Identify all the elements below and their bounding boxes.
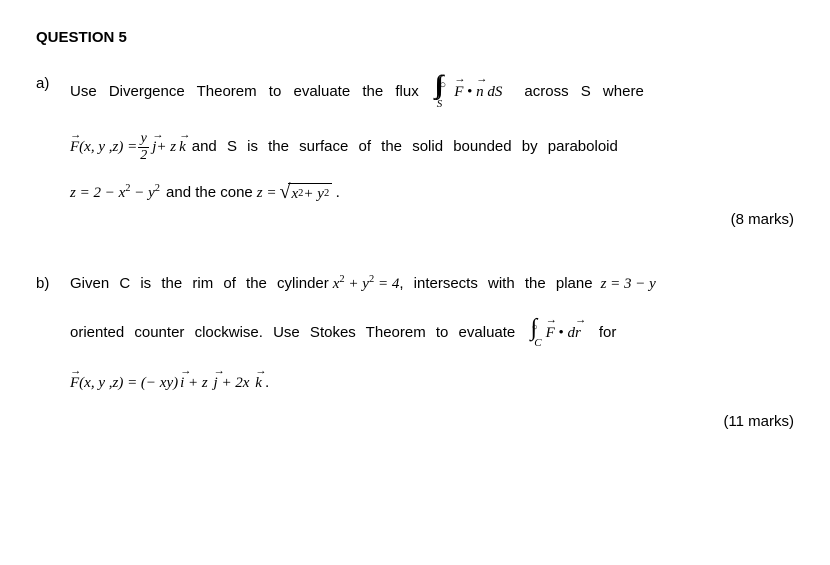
part-a: a) Use Divergence Theorem to evaluate th… [36,74,794,264]
cylinder-eq: x2 + y2 = 4 [333,274,400,294]
cone-eq: z = √ x2 + y2 . [257,183,340,204]
plane-eq: z = 3 − y [601,274,656,294]
pb-text2b: for [599,323,617,343]
part-a-label: a) [36,74,70,264]
pa-text1: Use Divergence Theorem to evaluate the f… [70,82,419,102]
pa-marks: (8 marks) [70,210,794,230]
paraboloid-eq: z = 2 − x2 − y2 [70,183,160,203]
pb-text1b: , intersects with the plane [399,274,592,294]
part-b-body: Given C is the rim of the cylinder x2 + … [70,274,794,432]
F-definition: F(x, y ,z) = y2 j + z k [70,132,186,163]
pb-text1: Given C is the rim of the cylinder [70,274,329,294]
stokes-integral: ∫ C F • dr [525,316,581,349]
Fb-definition: F(x, y ,z) = (− xy)i + z j + 2x k . [70,373,269,393]
flux-integral: ∫∫ S F • n dS [429,74,503,109]
part-a-body: Use Divergence Theorem to evaluate the f… [70,74,794,264]
pb-marks: (11 marks) [70,412,794,432]
pb-text2: oriented counter clockwise. Use Stokes T… [70,323,515,343]
pa-text2a: and S is the surface of the solid bounde… [192,137,618,157]
question-title: QUESTION 5 [36,28,794,48]
pa-text1b: across S where [524,82,643,102]
pa-text3a: and the cone [166,183,253,203]
closed-line-integral-icon: ∫ C [526,316,541,349]
double-surface-integral-icon: ∫∫ S [431,74,443,109]
part-b: b) Given C is the rim of the cylinder x2… [36,274,794,432]
part-b-label: b) [36,274,70,432]
